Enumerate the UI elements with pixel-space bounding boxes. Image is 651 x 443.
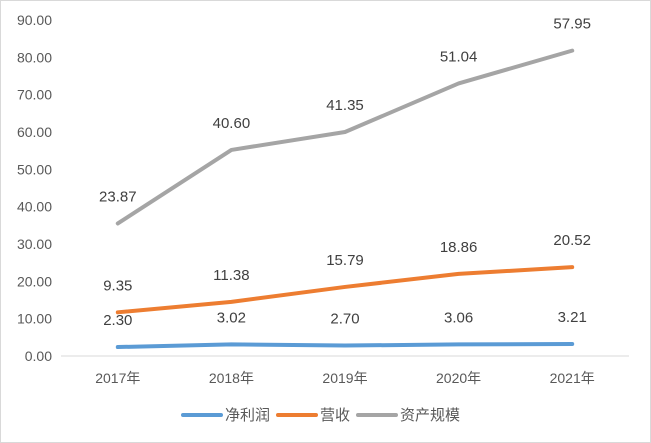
y-tick-label: 30.00	[17, 236, 52, 252]
data-label: 51.04	[440, 48, 478, 65]
data-label: 11.38	[213, 267, 249, 284]
data-label: 20.52	[553, 232, 591, 249]
x-tick-label: 2020年	[436, 370, 481, 386]
data-label: 9.35	[103, 277, 132, 294]
data-label: 18.86	[440, 239, 478, 256]
data-label: 15.79	[326, 252, 364, 269]
y-tick-label: 50.00	[17, 161, 52, 177]
data-label: 57.95	[553, 16, 591, 33]
legend-label-3: 资产规模	[400, 406, 460, 424]
series-line-1	[115, 342, 575, 350]
y-tick-label: 60.00	[17, 124, 52, 140]
y-tick-label: 20.00	[17, 273, 52, 289]
y-tick-label: 90.00	[17, 12, 52, 28]
y-tick-label: 40.00	[17, 199, 52, 215]
data-label: 3.21	[558, 309, 587, 326]
y-tick-label: 0.00	[25, 348, 52, 364]
y-tick-label: 70.00	[17, 87, 52, 103]
data-label: 41.35	[326, 97, 364, 114]
data-label: 2.70	[330, 311, 359, 328]
legend-label-1: 净利润	[225, 406, 270, 424]
data-label: 3.02	[217, 309, 246, 326]
x-tick-label: 2018年	[209, 370, 254, 386]
x-tick-label: 2021年	[550, 370, 595, 386]
data-label: 40.60	[213, 115, 251, 132]
series-line-3	[115, 48, 575, 226]
x-tick-label: 2017年	[95, 370, 140, 386]
legend-label-2: 营收	[320, 406, 350, 424]
y-tick-label: 10.00	[17, 311, 52, 327]
data-label: 23.87	[99, 188, 137, 205]
x-tick-label: 2019年	[322, 370, 367, 386]
series-line-2	[115, 265, 575, 315]
data-label: 3.06	[444, 309, 473, 326]
y-tick-label: 80.00	[17, 49, 52, 65]
data-label: 2.30	[103, 312, 132, 329]
